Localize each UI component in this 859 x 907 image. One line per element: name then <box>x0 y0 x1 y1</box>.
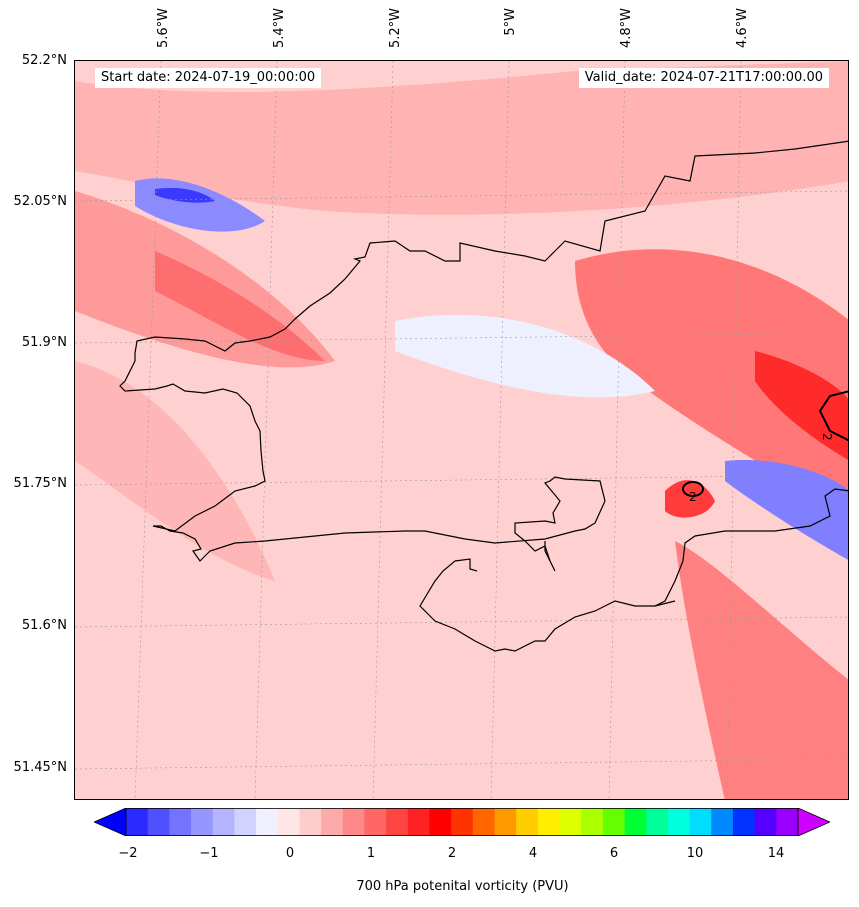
colorbar-segment <box>581 808 604 836</box>
colorbar-segment <box>256 808 279 836</box>
shade-east-low <box>725 460 848 560</box>
map-panel: 2 2 <box>74 60 849 800</box>
colorbar-segment <box>277 808 300 836</box>
lon-label: 5.4°W <box>272 8 287 49</box>
colorbar-segment <box>602 808 626 836</box>
colorbar-tick-label: −1 <box>199 846 219 861</box>
colorbar-segment <box>537 808 561 836</box>
shade-south-east <box>675 541 848 799</box>
shade-east-core <box>755 351 848 460</box>
colorbar-tick-label: 4 <box>528 846 538 861</box>
colorbar-border <box>125 808 799 836</box>
colorbar-segment <box>494 808 517 836</box>
lon-label: 4.6°W <box>735 8 750 49</box>
colorbar-segment <box>407 808 430 836</box>
pv2-contour-vortex <box>682 481 704 497</box>
colorbar-tick-label: 6 <box>609 846 619 861</box>
lon-label: 5°W <box>503 8 518 36</box>
colorbar-segment <box>212 808 235 836</box>
colorbar-segment <box>364 808 387 836</box>
lon-label: 5.2°W <box>388 8 403 49</box>
colorbar-segment <box>386 808 409 836</box>
colorbar-segment <box>342 808 365 836</box>
colorbar-segment <box>169 808 192 836</box>
graticule <box>75 61 848 799</box>
colorbar-segment <box>516 808 539 836</box>
shade-east-band <box>575 249 848 520</box>
pv2-contour-east <box>818 390 848 442</box>
colorbar-segment <box>299 808 322 836</box>
colorbar-segment <box>191 808 214 836</box>
shade-white-band <box>395 314 655 398</box>
colorbar-tick-label: 2 <box>447 846 457 861</box>
valid-date-label: Valid_date: 2024-07-21T17:00:00.00 <box>578 68 829 88</box>
colorbar-title: 700 hPa potenital vorticity (PVU) <box>356 879 569 894</box>
colorbar <box>94 808 830 836</box>
colorbar-segment <box>711 808 734 836</box>
colorbar-segment <box>451 808 474 836</box>
shade-low-west-core <box>155 187 215 203</box>
colorbar-tick-label: 0 <box>285 846 295 861</box>
colorbar-segment <box>126 808 149 836</box>
start-date-label: Start date: 2024-07-19_00:00:00 <box>95 68 322 88</box>
coastline-east <box>654 488 848 607</box>
lat-label: 51.75°N <box>13 476 67 491</box>
lon-label: 4.8°W <box>619 8 634 49</box>
vorticity-field-map: 2 2 <box>75 61 848 799</box>
shade-band-west-core <box>155 251 325 361</box>
colorbar-tick-label: 1 <box>366 846 376 861</box>
colorbar-segment <box>689 808 712 836</box>
coastline <box>119 140 848 652</box>
lat-label: 52.2°N <box>21 53 67 68</box>
colorbar-segment <box>234 808 257 836</box>
contour-label: 2 <box>820 433 834 441</box>
lat-label: 51.9°N <box>21 335 67 350</box>
lat-label: 52.05°N <box>13 194 67 209</box>
colorbar-segment <box>624 808 647 836</box>
colorbar-tick-label: 14 <box>767 846 785 861</box>
shade-south-west <box>75 361 275 581</box>
lat-label: 51.45°N <box>13 760 67 775</box>
colorbar-segment <box>559 808 582 836</box>
colorbar-segment <box>321 808 344 836</box>
colorbar-segment <box>646 808 669 836</box>
shade-band-north <box>75 61 848 215</box>
colorbar-segment <box>732 808 756 836</box>
colorbar-segment <box>776 808 799 836</box>
colorbar-segment <box>472 808 496 836</box>
colorbar-tick-label: −2 <box>118 846 138 861</box>
lat-label: 51.6°N <box>21 618 67 633</box>
colorbar-segment <box>754 808 777 836</box>
lon-label: 5.6°W <box>156 8 171 49</box>
colorbar-tick-label: 10 <box>686 846 704 861</box>
colorbar-segment <box>429 808 452 836</box>
colorbar-segment <box>667 808 691 836</box>
colorbar-extend-max <box>797 808 830 836</box>
colorbar-extend-min <box>94 808 127 836</box>
colorbar-segment <box>147 808 170 836</box>
contour-label: 2 <box>689 490 697 504</box>
